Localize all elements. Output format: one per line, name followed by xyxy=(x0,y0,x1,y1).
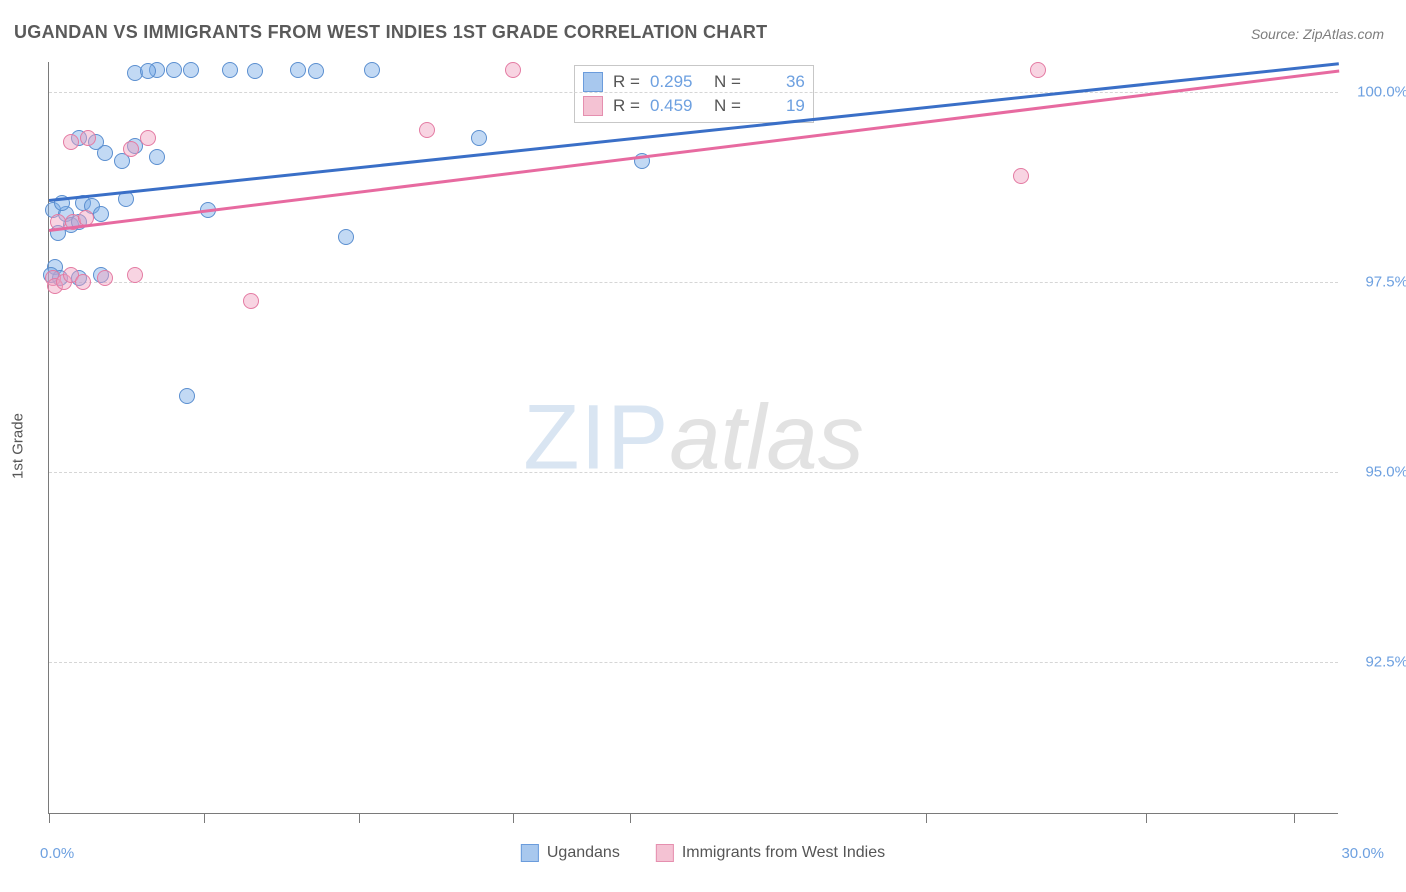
stats-r-label: R = xyxy=(613,72,640,92)
gridline xyxy=(49,282,1338,283)
y-axis-label: 1st Grade xyxy=(10,413,27,479)
stats-row: R = 0.459 N = 19 xyxy=(583,94,805,118)
data-point xyxy=(338,229,354,245)
data-point xyxy=(140,130,156,146)
watermark: ZIPatlas xyxy=(523,385,863,490)
legend: Ugandans Immigrants from West Indies xyxy=(521,844,885,862)
x-tick xyxy=(49,813,50,823)
data-point xyxy=(222,62,238,78)
data-point xyxy=(75,274,91,290)
stats-box: R = 0.295 N = 36 R = 0.459 N = 19 xyxy=(574,65,814,123)
data-point xyxy=(183,62,199,78)
y-tick-label: 100.0% xyxy=(1348,84,1406,101)
data-point xyxy=(505,62,521,78)
source-label: Source: ZipAtlas.com xyxy=(1251,26,1384,42)
y-tick-label: 92.5% xyxy=(1348,654,1406,671)
data-point xyxy=(127,267,143,283)
data-point xyxy=(1030,62,1046,78)
gridline xyxy=(49,472,1338,473)
stats-n-value: 19 xyxy=(751,96,805,116)
data-point xyxy=(247,63,263,79)
y-tick-label: 95.0% xyxy=(1348,464,1406,481)
stats-r-value: 0.295 xyxy=(650,72,704,92)
legend-label: Immigrants from West Indies xyxy=(682,844,885,862)
x-tick xyxy=(926,813,927,823)
data-point xyxy=(419,122,435,138)
stats-r-value: 0.459 xyxy=(650,96,704,116)
stats-n-value: 36 xyxy=(751,72,805,92)
data-point xyxy=(80,130,96,146)
legend-item: Ugandans xyxy=(521,844,620,862)
data-point xyxy=(97,270,113,286)
chart-container: UGANDAN VS IMMIGRANTS FROM WEST INDIES 1… xyxy=(0,0,1406,892)
legend-label: Ugandans xyxy=(547,844,620,862)
data-point xyxy=(93,206,109,222)
stats-swatch xyxy=(583,96,603,116)
y-tick-label: 97.5% xyxy=(1348,274,1406,291)
data-point xyxy=(63,134,79,150)
stats-swatch xyxy=(583,72,603,92)
legend-swatch xyxy=(656,844,674,862)
legend-swatch xyxy=(521,844,539,862)
data-point xyxy=(471,130,487,146)
data-point xyxy=(364,62,380,78)
x-tick xyxy=(1294,813,1295,823)
stats-n-label: N = xyxy=(714,72,741,92)
data-point xyxy=(140,63,156,79)
x-tick xyxy=(204,813,205,823)
data-point xyxy=(243,293,259,309)
x-tick xyxy=(513,813,514,823)
data-point xyxy=(179,388,195,404)
stats-n-label: N = xyxy=(714,96,741,116)
x-axis-min-label: 0.0% xyxy=(40,845,74,862)
x-tick xyxy=(1146,813,1147,823)
data-point xyxy=(166,62,182,78)
data-point xyxy=(1013,168,1029,184)
chart-title: UGANDAN VS IMMIGRANTS FROM WEST INDIES 1… xyxy=(14,22,767,43)
data-point xyxy=(290,62,306,78)
x-tick xyxy=(630,813,631,823)
plot-area: ZIPatlas R =0.295N =36R =0.459N =19 100.… xyxy=(48,62,1338,814)
gridline xyxy=(49,662,1338,663)
data-point xyxy=(123,141,139,157)
data-point xyxy=(149,149,165,165)
stats-row: R = 0.295 N = 36 xyxy=(583,70,805,94)
x-tick xyxy=(359,813,360,823)
x-axis-max-label: 30.0% xyxy=(1341,845,1384,862)
data-point xyxy=(308,63,324,79)
stats-r-label: R = xyxy=(613,96,640,116)
legend-item: Immigrants from West Indies xyxy=(656,844,885,862)
